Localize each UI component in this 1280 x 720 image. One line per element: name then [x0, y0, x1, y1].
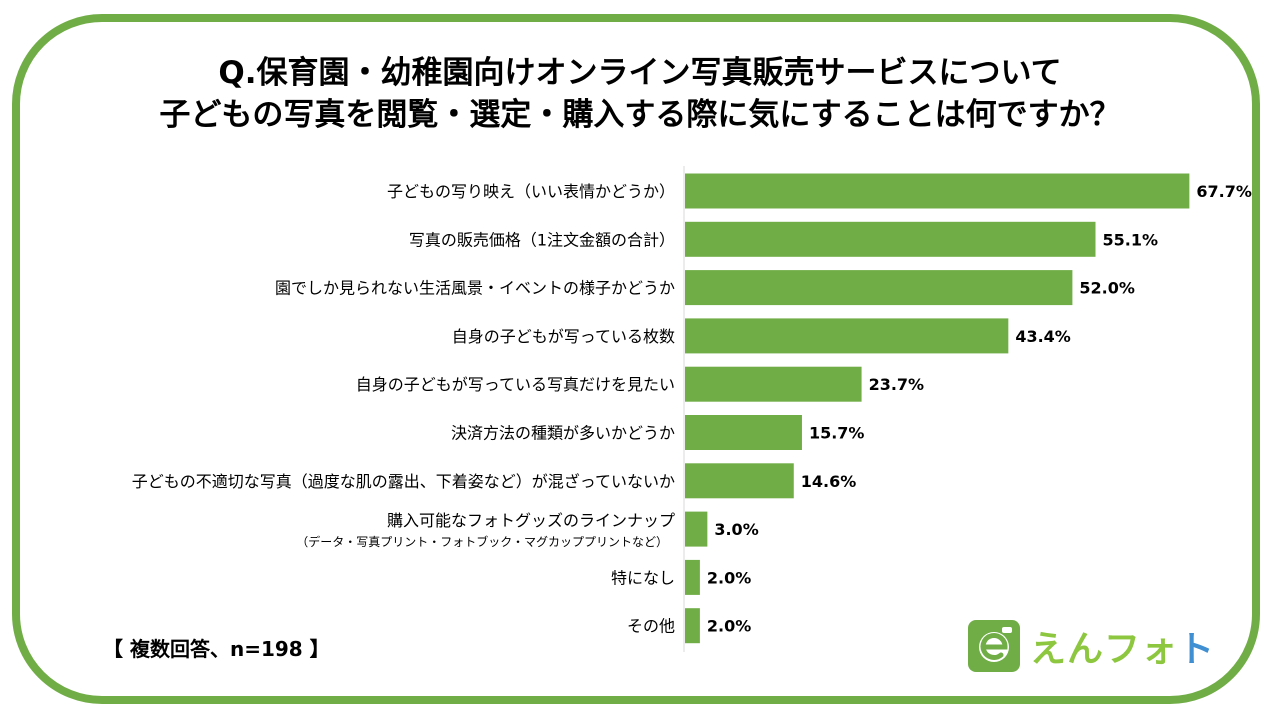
data-label: 43.4%	[1015, 327, 1071, 346]
category-label: 決済方法の種類が多いかどうか	[451, 424, 675, 443]
category-label: 購入可能なフォトグッズのラインナップ	[387, 511, 675, 530]
chart-title: Q.保育園・幼稚園向けオンライン写真販売サービスについて 子どもの写真を閲覧・選…	[0, 52, 1280, 136]
data-label: 52.0%	[1079, 279, 1135, 298]
chart-frame	[12, 14, 1260, 704]
data-label: 15.7%	[809, 424, 865, 443]
bar	[685, 463, 794, 499]
bar	[685, 318, 1009, 354]
logo-mark-icon	[968, 620, 1020, 672]
data-label: 2.0%	[707, 568, 751, 587]
logo-text-main: えんフォ	[1030, 629, 1179, 670]
category-label: 自身の子どもが写っている写真だけを見たい	[356, 375, 675, 394]
bar	[685, 221, 1096, 257]
data-label: 55.1%	[1102, 230, 1158, 249]
data-label: 23.7%	[869, 375, 925, 394]
bar	[685, 608, 700, 644]
sample-note: 【 複数回答、n=198 】	[103, 637, 330, 661]
data-label: 67.7%	[1196, 182, 1252, 201]
category-label: 特になし	[611, 568, 675, 587]
category-label: 園でしか見られない生活風景・イベントの様子かどうか	[275, 279, 675, 298]
bar	[685, 270, 1073, 306]
data-label: 3.0%	[714, 520, 758, 539]
bar	[685, 173, 1190, 209]
bar	[685, 366, 862, 402]
category-label: 子どもの不適切な写真（過度な肌の露出、下着姿など）が混ざっていないか	[132, 472, 675, 491]
enphoto-logo: えんフォト	[968, 620, 1215, 672]
category-label: 子どもの写り映え（いい表情かどうか）	[387, 182, 675, 201]
data-label: 2.0%	[707, 617, 751, 636]
bar	[685, 415, 802, 450]
bar	[685, 559, 700, 595]
bar	[685, 511, 708, 547]
title-line-2: 子どもの写真を閲覧・選定・購入する際に気にすることは何ですか？	[159, 97, 1121, 133]
title-line-1: Q.保育園・幼稚園向けオンライン写真販売サービスについて	[218, 55, 1062, 91]
logo-wordmark: えんフォト	[1030, 620, 1215, 672]
category-sublabel: （データ・写真プリント・フォトブック・マグカッププリントなど）	[296, 534, 668, 549]
category-label: その他	[627, 617, 675, 636]
data-label: 14.6%	[801, 472, 857, 491]
category-label: 写真の販売価格（1注文金額の合計）	[409, 230, 675, 249]
logo-text-accent: ト	[1178, 629, 1216, 670]
category-label: 自身の子どもが写っている枚数	[452, 327, 675, 346]
